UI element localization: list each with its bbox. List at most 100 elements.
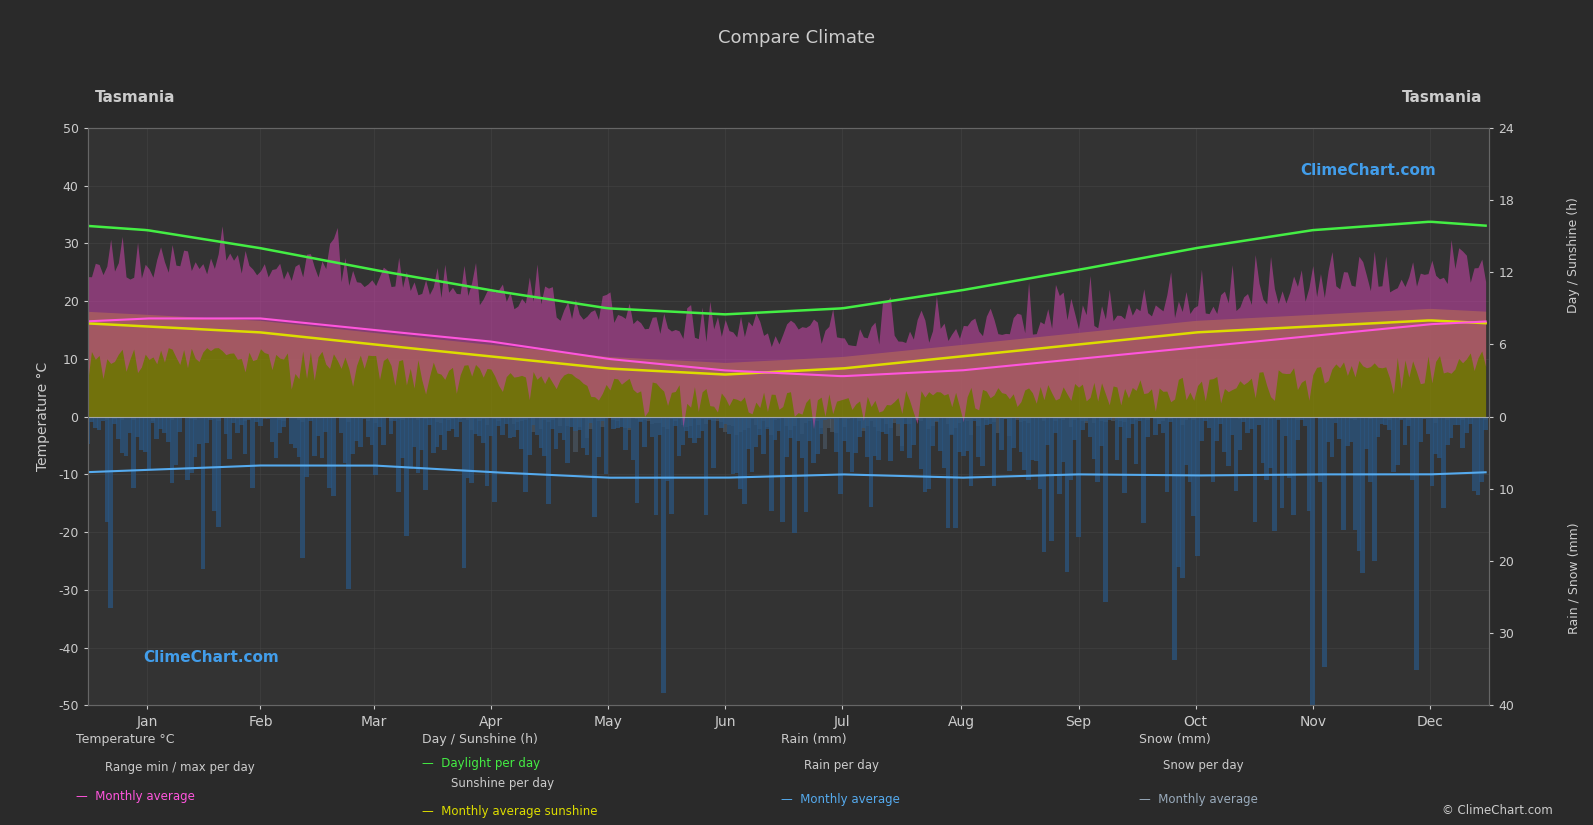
- Bar: [147, 417, 151, 469]
- Bar: [623, 417, 628, 428]
- Bar: [503, 417, 508, 424]
- Bar: [465, 417, 470, 420]
- Bar: [1391, 417, 1395, 472]
- Bar: [819, 417, 824, 434]
- Bar: [999, 417, 1004, 450]
- Bar: [558, 417, 562, 433]
- Bar: [558, 417, 562, 426]
- Bar: [523, 417, 527, 420]
- Bar: [1168, 417, 1172, 419]
- Bar: [949, 417, 954, 434]
- Bar: [1287, 417, 1292, 418]
- Bar: [661, 417, 666, 427]
- Bar: [846, 417, 851, 452]
- Bar: [573, 417, 578, 452]
- Bar: [581, 417, 585, 448]
- Bar: [451, 417, 454, 429]
- Bar: [1053, 417, 1058, 433]
- Bar: [827, 417, 832, 419]
- Bar: [838, 417, 843, 418]
- Bar: [1164, 417, 1169, 492]
- Bar: [685, 417, 690, 427]
- Bar: [1227, 417, 1231, 466]
- Bar: [366, 417, 370, 437]
- Bar: [519, 417, 524, 449]
- Bar: [949, 417, 954, 435]
- Bar: [777, 417, 781, 431]
- Bar: [972, 417, 977, 422]
- Bar: [1096, 417, 1101, 418]
- Bar: [607, 417, 612, 418]
- Bar: [593, 417, 597, 517]
- Bar: [331, 417, 336, 497]
- Bar: [346, 417, 350, 422]
- Bar: [438, 417, 443, 435]
- Bar: [247, 417, 252, 419]
- Bar: [261, 417, 266, 419]
- Bar: [843, 417, 846, 427]
- Bar: [1168, 417, 1172, 422]
- Bar: [1187, 417, 1192, 482]
- Bar: [1298, 417, 1303, 420]
- Bar: [704, 417, 709, 515]
- Bar: [500, 417, 505, 418]
- Bar: [865, 417, 870, 426]
- Bar: [800, 417, 804, 434]
- Bar: [715, 417, 720, 421]
- Bar: [688, 417, 693, 438]
- Bar: [1249, 417, 1254, 419]
- Text: Tasmania: Tasmania: [94, 90, 175, 105]
- Bar: [481, 417, 486, 443]
- Bar: [865, 417, 870, 457]
- Bar: [342, 417, 347, 464]
- Bar: [784, 417, 789, 457]
- Bar: [933, 417, 938, 422]
- Bar: [827, 417, 832, 428]
- Bar: [151, 417, 155, 423]
- Bar: [220, 417, 225, 418]
- Bar: [1042, 417, 1047, 422]
- Bar: [416, 417, 421, 473]
- Bar: [131, 417, 135, 420]
- Bar: [1233, 417, 1238, 491]
- Bar: [626, 417, 631, 427]
- Bar: [373, 417, 378, 475]
- Bar: [1004, 417, 1008, 419]
- Bar: [1080, 417, 1085, 421]
- Bar: [857, 417, 862, 437]
- Bar: [1352, 417, 1357, 530]
- Bar: [1219, 417, 1223, 424]
- Bar: [868, 417, 873, 422]
- Bar: [601, 417, 605, 421]
- Bar: [573, 417, 578, 431]
- Bar: [849, 417, 854, 473]
- Bar: [315, 417, 320, 436]
- Bar: [228, 417, 233, 460]
- Bar: [1203, 417, 1207, 421]
- Bar: [761, 417, 766, 455]
- Bar: [1445, 417, 1450, 421]
- Bar: [953, 417, 957, 428]
- Bar: [1145, 417, 1150, 420]
- Bar: [830, 417, 835, 418]
- Bar: [451, 417, 454, 419]
- Bar: [680, 417, 685, 426]
- Bar: [424, 417, 429, 419]
- Bar: [116, 417, 121, 439]
- Bar: [250, 417, 255, 488]
- Bar: [1429, 417, 1434, 418]
- Bar: [1161, 417, 1166, 421]
- Bar: [661, 417, 666, 693]
- Bar: [919, 417, 924, 469]
- Bar: [620, 417, 624, 418]
- Bar: [443, 417, 448, 450]
- Bar: [857, 417, 862, 421]
- Bar: [1403, 417, 1407, 418]
- Bar: [900, 417, 905, 446]
- Bar: [112, 417, 116, 423]
- Bar: [484, 417, 489, 486]
- Bar: [190, 417, 194, 418]
- Bar: [781, 417, 785, 522]
- Bar: [293, 417, 298, 448]
- Bar: [691, 417, 696, 419]
